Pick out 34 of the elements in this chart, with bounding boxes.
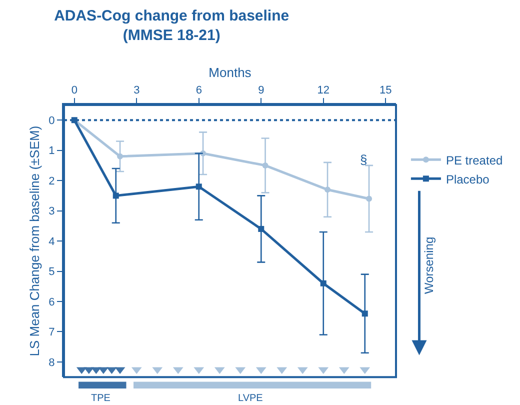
x-tick-label: 9 [258,84,264,97]
point [362,310,368,317]
x-tick-label: 12 [317,84,330,97]
y-tick-label: 0 [48,114,55,127]
point [366,196,372,202]
x-axis-title: Months [208,65,252,80]
point [320,280,326,286]
point [262,162,268,168]
y-tick-label: 7 [48,326,55,339]
y-tick-label: 5 [48,266,55,278]
text: Worsening [422,236,436,294]
x-tick-label: 0 [71,84,78,97]
point [324,186,331,193]
y-tick-label: 4 [48,236,55,248]
legend-label: PE treated [446,153,503,168]
point [196,184,202,190]
text: TPE [91,393,111,404]
y-tick-label: 6 [48,296,55,308]
point [258,226,264,232]
y-tick-label: 3 [48,206,55,218]
x-tick-label: 3 [134,84,140,97]
y-tick-label: 8 [48,356,55,369]
point [117,153,124,160]
legend-label: Placebo [446,172,490,186]
y-tick-label: 2 [48,175,55,188]
x-tick-label: 15 [380,84,392,97]
annotation: § [360,152,368,167]
y-tick-label: 1 [48,145,55,158]
y-axis-title: LS Mean Change from baseline (±SEM) [27,126,42,356]
x-tick-label: 6 [196,84,202,97]
point [112,192,119,199]
text: LVPE [238,393,264,404]
chart-title: ADAS-Cog change from baseline (MMSE 18-21) [54,7,290,44]
point [106,367,117,374]
